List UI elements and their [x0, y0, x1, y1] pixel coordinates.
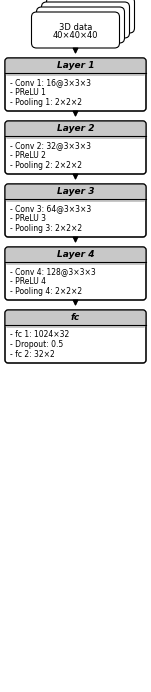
FancyBboxPatch shape [47, 0, 135, 33]
FancyBboxPatch shape [5, 310, 146, 363]
Text: - Pooling 4: 2×2×2: - Pooling 4: 2×2×2 [10, 287, 82, 296]
FancyBboxPatch shape [5, 58, 146, 111]
FancyBboxPatch shape [5, 247, 146, 300]
Text: - Conv 4: 128@3×3×3: - Conv 4: 128@3×3×3 [10, 267, 96, 276]
Text: - Conv 2: 32@3×3×3: - Conv 2: 32@3×3×3 [10, 141, 91, 150]
FancyBboxPatch shape [5, 184, 146, 237]
Text: fc: fc [71, 313, 80, 322]
Text: Layer 1: Layer 1 [57, 61, 94, 70]
FancyBboxPatch shape [5, 121, 146, 139]
Text: - fc 1: 1024×32: - fc 1: 1024×32 [10, 330, 69, 339]
Bar [5, 322, 146, 326]
Text: - Conv 1: 16@3×3×3: - Conv 1: 16@3×3×3 [10, 78, 91, 87]
Text: Layer 4: Layer 4 [57, 250, 94, 259]
Text: - PReLU 2: - PReLU 2 [10, 151, 46, 160]
Text: Layer 3: Layer 3 [57, 187, 94, 196]
Text: - Conv 3: 64@3×3×3: - Conv 3: 64@3×3×3 [10, 204, 91, 213]
FancyBboxPatch shape [5, 184, 146, 202]
Bar [5, 196, 146, 200]
Text: - Pooling 3: 2×2×2: - Pooling 3: 2×2×2 [10, 224, 82, 233]
Bar [5, 259, 146, 263]
FancyBboxPatch shape [5, 121, 146, 174]
FancyBboxPatch shape [5, 58, 146, 76]
FancyBboxPatch shape [42, 2, 130, 38]
Text: - PReLU 4: - PReLU 4 [10, 277, 46, 286]
Text: - PReLU 1: - PReLU 1 [10, 88, 46, 97]
FancyBboxPatch shape [5, 247, 146, 265]
Text: - Dropout: 0.5: - Dropout: 0.5 [10, 340, 63, 349]
Text: 3D data: 3D data [59, 24, 92, 33]
FancyBboxPatch shape [37, 7, 125, 43]
Text: 40×40×40: 40×40×40 [53, 32, 98, 41]
FancyBboxPatch shape [32, 12, 119, 48]
Bar [5, 70, 146, 74]
Bar [5, 133, 146, 137]
Text: - Pooling 2: 2×2×2: - Pooling 2: 2×2×2 [10, 161, 82, 170]
Text: - PReLU 3: - PReLU 3 [10, 214, 46, 223]
Text: - Pooling 1: 2×2×2: - Pooling 1: 2×2×2 [10, 98, 82, 107]
FancyBboxPatch shape [5, 310, 146, 328]
Text: Layer 2: Layer 2 [57, 124, 94, 133]
Text: - fc 2: 32×2: - fc 2: 32×2 [10, 350, 55, 359]
